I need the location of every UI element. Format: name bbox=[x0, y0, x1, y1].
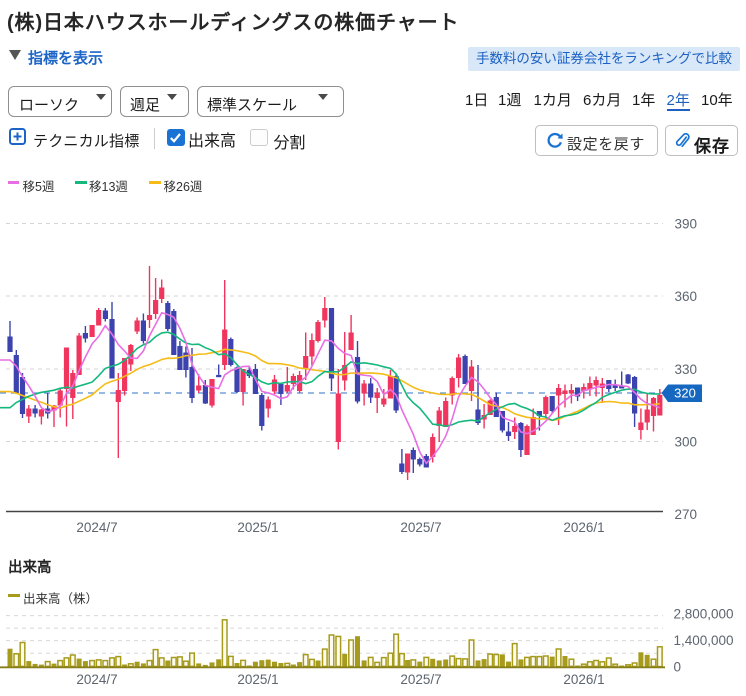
svg-text:2,800,000: 2,800,000 bbox=[674, 606, 734, 621]
svg-text:360: 360 bbox=[675, 289, 698, 304]
svg-text:2026/1: 2026/1 bbox=[563, 672, 604, 687]
svg-text:330: 330 bbox=[675, 362, 698, 377]
svg-text:2025/7: 2025/7 bbox=[400, 672, 441, 687]
svg-text:2025/1: 2025/1 bbox=[237, 520, 278, 535]
svg-text:2024/7: 2024/7 bbox=[76, 672, 117, 687]
svg-text:320: 320 bbox=[674, 386, 696, 401]
svg-text:2025/7: 2025/7 bbox=[400, 520, 441, 535]
svg-text:300: 300 bbox=[675, 434, 698, 449]
svg-text:270: 270 bbox=[675, 507, 698, 522]
svg-text:2024/7: 2024/7 bbox=[76, 520, 117, 535]
svg-text:2026/1: 2026/1 bbox=[563, 520, 604, 535]
svg-text:1,400,000: 1,400,000 bbox=[674, 633, 734, 648]
svg-text:2025/1: 2025/1 bbox=[237, 672, 278, 687]
svg-text:390: 390 bbox=[675, 216, 698, 231]
svg-text:0: 0 bbox=[674, 659, 682, 674]
